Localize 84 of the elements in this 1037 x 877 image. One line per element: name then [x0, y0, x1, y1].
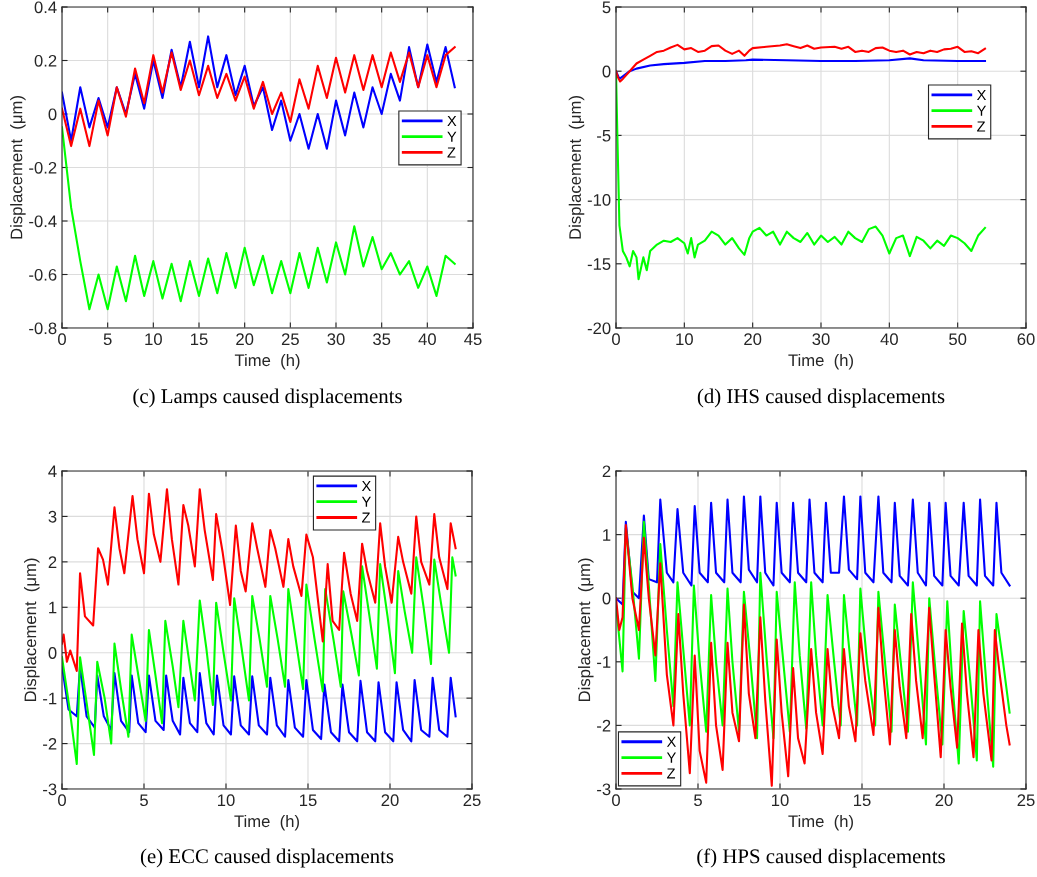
x-axis-title: Time (h) [788, 353, 853, 370]
y-tick-label: 5 [602, 1, 611, 14]
x-tick-label: 15 [300, 794, 317, 807]
x-tick-label: 10 [676, 333, 693, 346]
x-tick-label: 20 [381, 794, 399, 807]
legend-label: X [361, 481, 371, 492]
x-tick-label: 0 [612, 794, 620, 807]
x-tick-label: 25 [463, 794, 481, 807]
y-tick-label: 2 [48, 556, 57, 568]
x-tick-label: 20 [744, 333, 762, 346]
x-tick-label: 25 [281, 333, 299, 346]
x-tick-label: 40 [880, 333, 898, 346]
x-tick-label: 25 [1017, 794, 1035, 807]
legend-label: Z [447, 147, 456, 158]
y-tick-label: 0 [602, 65, 611, 78]
y-tick-label: -1 [43, 692, 57, 705]
legend-label: Y [361, 496, 371, 507]
text: (f) HPS caused displacements [697, 848, 945, 868]
y-tick-label: -5 [597, 129, 611, 142]
x-axis-title: Time (h) [234, 353, 300, 370]
y-tick-label: -0.8 [29, 322, 57, 335]
y-tick-label: -15 [587, 258, 611, 270]
x-tick-label: 20 [236, 333, 254, 346]
y-tick-label: 1 [49, 601, 57, 614]
y-tick-label: -10 [587, 194, 611, 206]
y-tick-label: -20 [587, 322, 611, 335]
x-tick-label: 5 [694, 794, 702, 807]
y-tick-label: 0 [48, 647, 57, 659]
x-tick-label: 0 [612, 333, 620, 346]
text: (e) ECC caused displacements [140, 848, 394, 868]
y-tick-label: 2 [602, 465, 611, 478]
text: (c) Lamps caused displacements [133, 388, 402, 408]
x-tick-label: 45 [464, 333, 482, 346]
legend-label: Y [447, 131, 457, 142]
y-tick-label: 1 [603, 529, 611, 541]
x-tick-label: 15 [191, 333, 208, 346]
x-tick-label: 5 [103, 333, 112, 346]
x-tick-label: 30 [812, 333, 830, 346]
y-axis-title: Displacement (μm) [578, 558, 594, 702]
y-tick-label: -3 [597, 783, 611, 796]
x-axis-title: Time (h) [788, 814, 853, 831]
legend-label: X [976, 89, 987, 100]
y-tick-label: -1 [597, 656, 611, 668]
y-tick-label: 3 [48, 510, 57, 523]
line-series [616, 43, 987, 83]
x-tick-label: 60 [1017, 333, 1035, 346]
x-tick-label: 30 [327, 333, 345, 346]
line-series [62, 556, 457, 766]
y-tick-label: -2 [597, 719, 611, 732]
x-tick-label: 40 [418, 333, 436, 346]
legend-label: Z [362, 512, 370, 523]
y-axis-title: Displacement (μm) [10, 96, 26, 239]
x-tick-label: 0 [58, 333, 66, 346]
legend-label: Y [666, 752, 676, 763]
x-axis-title: Time (h) [234, 814, 299, 831]
y-tick-label: 0.2 [34, 54, 57, 67]
x-tick-label: 10 [145, 333, 162, 346]
y-tick-label: 4 [48, 465, 57, 478]
y-tick-label: -3 [43, 783, 57, 796]
y-tick-label: -0.4 [29, 215, 57, 228]
x-tick-label: 20 [935, 794, 953, 807]
y-tick-label: -0.6 [29, 268, 57, 281]
legend-label: Z [667, 768, 676, 779]
legend-label: Y [976, 105, 987, 116]
y-axis-title: Displacement (μm) [24, 558, 40, 702]
x-tick-label: 0 [58, 794, 66, 807]
x-tick-label: 50 [949, 333, 967, 346]
x-tick-label: 35 [373, 333, 391, 346]
x-tick-label: 15 [854, 794, 871, 807]
y-axis-title: Displacement (μm) [568, 96, 585, 239]
x-tick-label: 10 [218, 794, 235, 807]
y-tick-label: -0.2 [29, 161, 57, 174]
text: (d) IHS caused displacements [697, 388, 945, 408]
line-series [616, 57, 987, 80]
y-tick-label: 0 [602, 592, 611, 605]
y-tick-label: -2 [43, 737, 57, 750]
x-tick-label: 10 [772, 794, 789, 807]
line-series [616, 495, 1011, 606]
legend-label: X [666, 736, 676, 747]
y-tick-label: 0.4 [34, 1, 57, 14]
y-tick-label: 0 [48, 108, 57, 121]
legend-label: Z [977, 121, 986, 132]
x-tick-label: 5 [140, 794, 148, 807]
legend-label: X [447, 115, 457, 126]
